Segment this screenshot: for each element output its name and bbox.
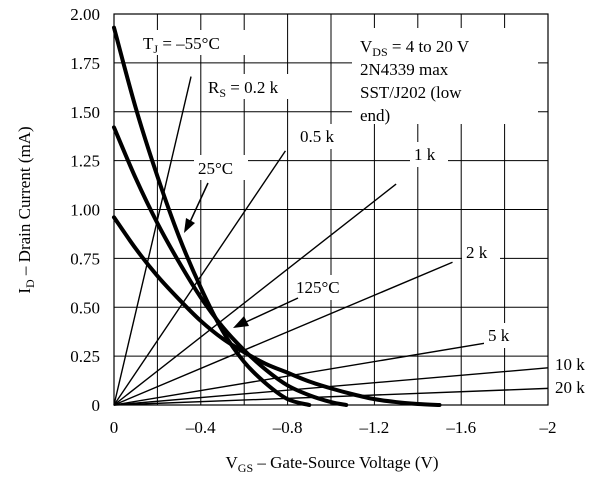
y-tick-label: 1.25 [70,152,100,171]
svg-text:2 k: 2 k [466,243,488,262]
load-line-1 [113,150,287,406]
info-box-bg [352,28,538,124]
x-tick-label: –1.2 [359,418,390,437]
transfer-curve-0 [112,25,312,407]
arrow-125c [245,297,299,323]
x-tick-label: –2 [539,418,557,437]
load-lines [113,76,549,406]
y-tick-label: 1.00 [70,201,100,220]
svg-text:1 k: 1 k [414,145,436,164]
load-line-label-1k: 1 k [410,142,448,167]
load-line-label-20k: 20 k [555,378,585,397]
y-tick-label: 0.25 [70,347,100,366]
y-tick-label: 0 [92,396,101,415]
load-line-2 [113,183,397,406]
x-axis-title: VGS – Gate-Source Voltage (V) [226,453,439,475]
transfer-curves [112,25,442,407]
info-part-2: SST/J202 (low [360,83,462,102]
load-line-4 [113,341,490,406]
svg-text:RS = 0.2 k: RS = 0.2 k [208,78,279,100]
load-line-label-2k: 2 k [462,240,500,265]
arrowhead-125c [233,316,249,328]
load-line-0 [113,76,192,406]
transfer-curve-1 [112,125,349,407]
plot-frame [113,13,549,406]
info-vds: VDS = 4 to 20 V [360,37,470,59]
y-tick-label: 0.75 [70,249,100,268]
load-line-label-5k: 5 k [484,323,522,348]
arrow-25c [189,182,209,223]
x-tick-label: 0 [110,418,119,437]
tick-labels: 0 –0.4 –0.8 –1.2 –1.6 –2 0 0.25 0.50 0.75 1.00 1.25… [70,5,556,437]
y-tick-label: 1.50 [70,103,100,122]
label-125c-bg [290,275,358,300]
label-25c-bg [194,155,248,180]
load-line-label-10k: 10 k [555,355,585,374]
load-line-label-0.5k: 0.5 k [297,124,345,149]
info-part-1: 2N4339 max [360,60,449,79]
svg-text:0.5 k: 0.5 k [300,127,335,146]
y-tick-label: 0.50 [70,298,100,317]
info-part-3: end) [360,106,390,125]
label-tj-55c: TJ = –55°C [143,34,220,56]
label-55c-bg [140,30,252,55]
svg-text:5 k: 5 k [488,326,510,345]
load-line-6 [113,387,549,406]
x-tick-label: –1.6 [445,418,476,437]
x-tick-label: –0.4 [185,418,216,437]
load-line-3 [113,261,453,406]
plot-border [113,13,549,406]
load-line-label-0.2k: RS = 0.2 k [204,74,302,100]
arrowhead-25c [184,218,195,233]
x-tick-label: –0.8 [272,418,303,437]
y-tick-label: 2.00 [70,5,100,24]
y-axis-title: ID – Drain Current (mA) [15,126,37,293]
transfer-curve-2 [112,215,442,407]
label-25c: 25°C [198,159,233,178]
label-125c: 125°C [296,278,340,297]
y-tick-label: 1.75 [70,54,100,73]
